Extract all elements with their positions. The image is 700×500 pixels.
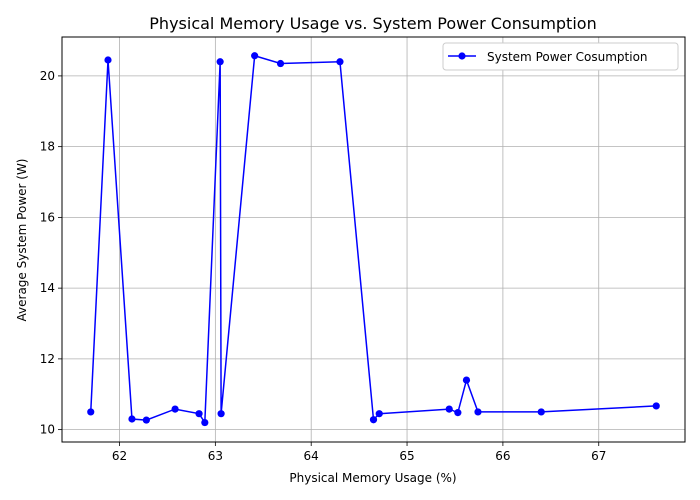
data-point bbox=[142, 416, 150, 424]
data-point bbox=[217, 410, 225, 418]
y-tick-label: 16 bbox=[40, 210, 55, 224]
data-point bbox=[201, 418, 209, 427]
data-point bbox=[537, 408, 545, 416]
data-point bbox=[462, 376, 471, 384]
x-tick-label: 66 bbox=[495, 449, 510, 463]
data-point bbox=[251, 52, 259, 60]
legend-box bbox=[442, 42, 679, 71]
data-point bbox=[445, 405, 453, 413]
data-series bbox=[87, 52, 660, 427]
y-tick-label: 18 bbox=[40, 140, 55, 154]
x-tick-label: 63 bbox=[208, 449, 223, 463]
x-axis-label: Physical Memory Usage (%) bbox=[289, 471, 456, 485]
grid-lines bbox=[62, 37, 685, 442]
y-axis-label: Average System Power (W) bbox=[15, 159, 29, 322]
data-point bbox=[454, 409, 462, 417]
data-point bbox=[652, 402, 660, 410]
legend: System Power Cosumption bbox=[442, 42, 679, 71]
y-tick-label: 20 bbox=[40, 69, 55, 83]
legend-label: System Power Cosumption bbox=[487, 50, 648, 64]
chart-title: Physical Memory Usage vs. System Power C… bbox=[149, 14, 596, 33]
data-point bbox=[87, 408, 95, 416]
data-point bbox=[104, 56, 112, 64]
plot-frame bbox=[61, 36, 686, 443]
y-tick-label: 12 bbox=[40, 352, 55, 366]
data-point bbox=[171, 405, 179, 413]
y-tick-label: 10 bbox=[40, 423, 55, 437]
data-point bbox=[474, 408, 482, 416]
y-axis-ticks: 10 12 14 16 18 20 bbox=[40, 69, 62, 437]
data-point bbox=[336, 58, 344, 66]
x-tick-label: 64 bbox=[304, 449, 319, 463]
series-line bbox=[90, 54, 657, 425]
data-point bbox=[195, 410, 203, 418]
data-point bbox=[216, 58, 224, 66]
x-axis-ticks: 62 63 64 65 66 67 bbox=[112, 442, 606, 463]
x-tick-label: 67 bbox=[591, 449, 606, 463]
data-point bbox=[375, 410, 383, 418]
x-tick-label: 65 bbox=[399, 449, 414, 463]
x-tick-label: 62 bbox=[112, 449, 127, 463]
data-point bbox=[128, 415, 136, 423]
data-point bbox=[369, 416, 378, 424]
legend-marker-swatch bbox=[458, 52, 466, 60]
data-point bbox=[276, 59, 285, 68]
y-tick-label: 14 bbox=[40, 281, 55, 295]
